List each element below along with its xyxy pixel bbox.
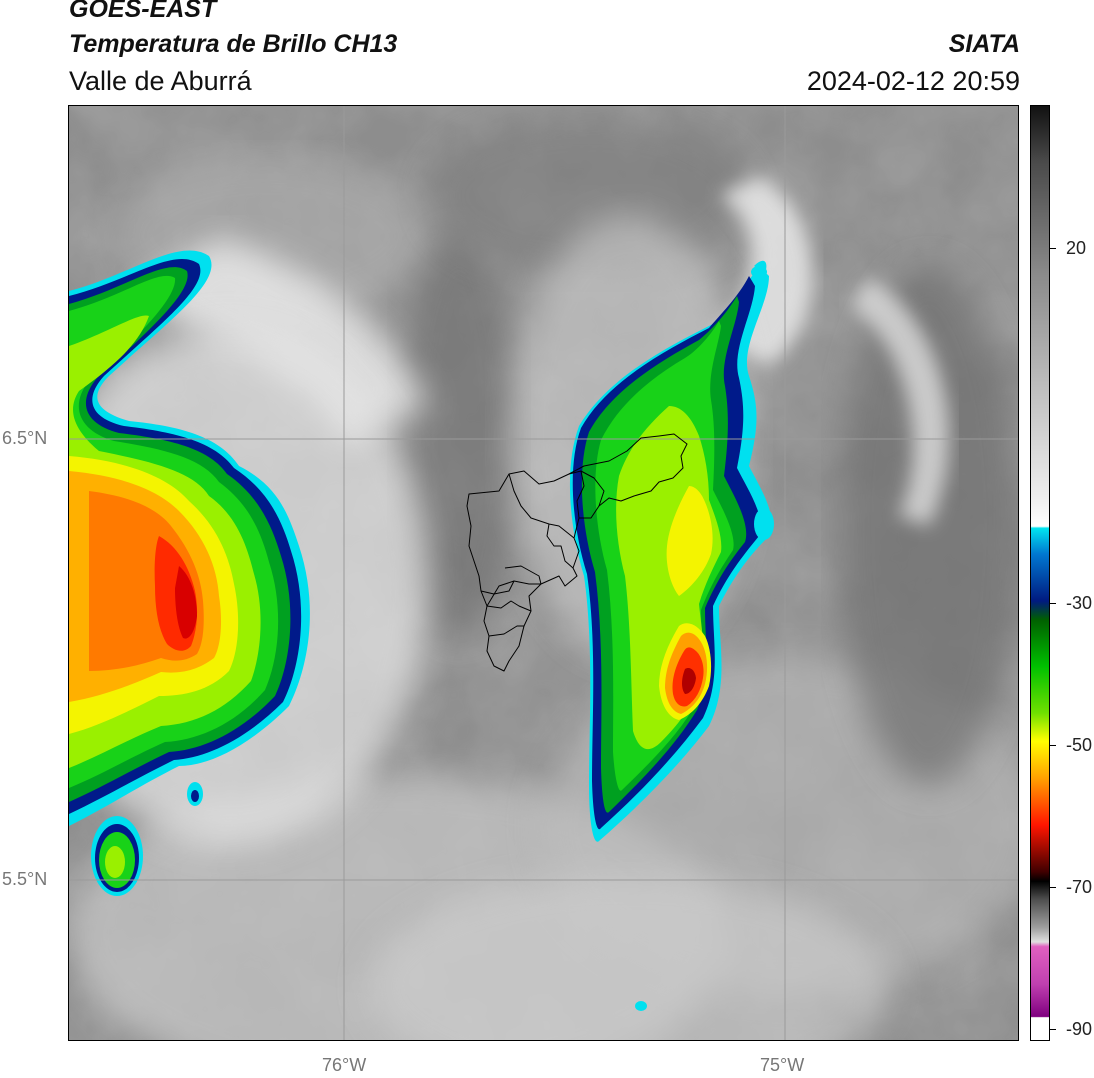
lat-label-6-5: 6.5°N bbox=[2, 428, 48, 448]
colorbar-tick-20: 20 bbox=[1066, 238, 1087, 258]
satellite-map[interactable] bbox=[68, 105, 1019, 1041]
lon-label-76: 76°W bbox=[322, 1055, 367, 1075]
colorbar-tick-minus90: -90 bbox=[1066, 1019, 1093, 1039]
product-title: Temperatura de Brillo CH13 bbox=[69, 30, 398, 58]
small-cloud-cell bbox=[635, 1001, 647, 1011]
region-title: Valle de Aburrá bbox=[69, 66, 252, 96]
colorbar-tick-minus50: -50 bbox=[1066, 735, 1093, 755]
institution-label: SIATA bbox=[948, 30, 1020, 58]
graticule bbox=[69, 106, 1018, 1040]
datetime-label: 2024-02-12 20:59 bbox=[806, 66, 1020, 96]
satellite-title: GOES-EAST bbox=[69, 0, 217, 23]
municipal-boundaries bbox=[466, 433, 688, 672]
left-convective-cloud bbox=[69, 250, 310, 896]
colorbar-tick-minus70: -70 bbox=[1066, 877, 1093, 897]
lon-label-75: 75°W bbox=[760, 1055, 805, 1075]
colorbar bbox=[1030, 105, 1050, 1041]
right-convective-cloud bbox=[569, 260, 774, 842]
lat-label-5-5: 5.5°N bbox=[2, 869, 48, 889]
map-canvas bbox=[69, 106, 1018, 1040]
colorbar-tick-minus30: -30 bbox=[1066, 593, 1093, 613]
